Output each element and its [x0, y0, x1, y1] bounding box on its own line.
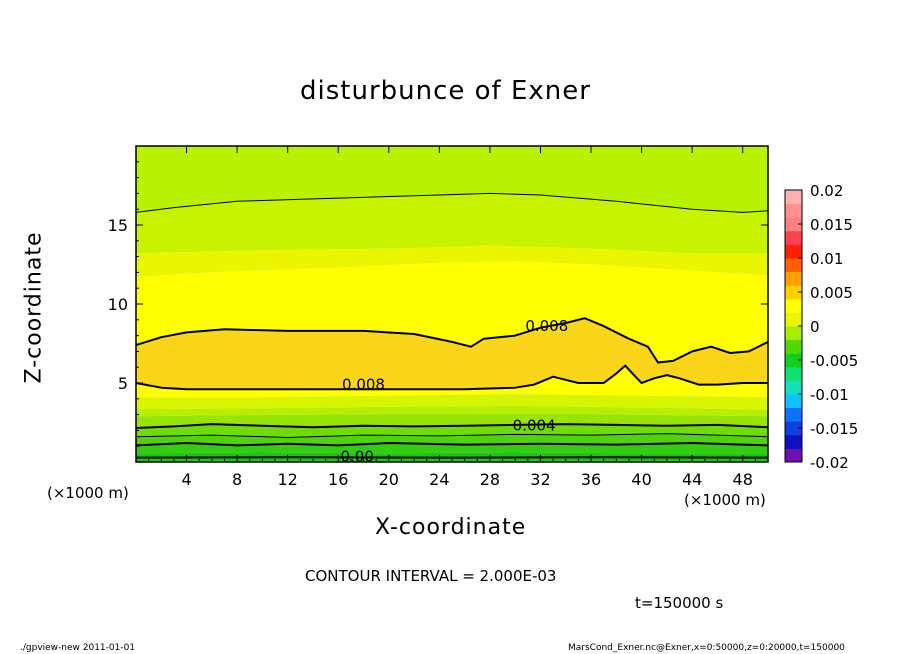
- contour-fills: [136, 146, 768, 462]
- colorbar-cell: [785, 407, 802, 422]
- time-label: t=150000 s: [635, 594, 724, 612]
- contour-label: 0.004: [513, 417, 556, 435]
- x-tick-label: 36: [581, 470, 601, 489]
- x-tick-label: 16: [328, 470, 348, 489]
- contour-interval-text: CONTOUR INTERVAL = 2.000E-03: [305, 567, 557, 585]
- colorbar-label: 0.015: [810, 216, 853, 234]
- x-ticks: 4 8 12 16 20 24 28 32 36 40 44 48: [148, 146, 756, 489]
- x-tick-label: 28: [480, 470, 500, 489]
- contour-line-line002: [135, 442, 769, 447]
- contour-label: 0.008: [342, 376, 385, 394]
- x-unit-label-right: (×1000 m): [684, 491, 766, 509]
- contour-line-top008: [135, 317, 769, 364]
- contour-line-a003: [135, 433, 769, 438]
- band-0.005-low: [136, 405, 768, 417]
- x-tick-label: 44: [682, 470, 702, 489]
- footer-right: MarsCond_Exner.nc@Exner,x=0:50000,z=0:20…: [568, 643, 845, 653]
- colorbar-label: 0: [810, 318, 820, 336]
- colorbar-label: -0.015: [810, 420, 858, 438]
- contour-line-line004: [135, 423, 769, 429]
- x-tick-label: 40: [631, 470, 651, 489]
- footer-left: ./gpview-new 2011-01-01: [20, 643, 136, 653]
- x-tick-label: 4: [181, 470, 191, 489]
- x-tick-label: 24: [429, 470, 449, 489]
- band-0.001-low: [136, 443, 768, 454]
- colorbar-cell: [785, 326, 802, 341]
- colorbar-cell: [785, 217, 802, 232]
- x-tick-label: 12: [278, 470, 298, 489]
- colorbar-cell: [785, 298, 802, 313]
- band-0.007: [136, 261, 768, 363]
- colorbar-cell: [785, 285, 802, 300]
- colorbar-label: -0.02: [810, 454, 849, 472]
- colorbar-label: 0.01: [810, 250, 843, 268]
- contour-label: 0.008: [525, 317, 568, 335]
- y-tick-label: 15: [108, 216, 128, 235]
- colorbar: 0.02 0.015 0.01 0.005 0 -0.005 -0.01 -0.015 -0.0…: [784, 182, 858, 472]
- colorbar-cell: [785, 353, 802, 368]
- x-tick-label: 32: [530, 470, 550, 489]
- colorbar-cell: [785, 244, 802, 259]
- colorbar-cell: [785, 448, 802, 463]
- colorbar-cell: [785, 366, 802, 381]
- x-axis-label: X-coordinate: [375, 515, 527, 540]
- colorbar-label: -0.005: [810, 352, 858, 370]
- colorbar-label: 0.02: [810, 182, 843, 200]
- band-0.0055: [136, 193, 768, 254]
- band-0.008: [136, 318, 768, 390]
- chart-title: disturbunce of Exner: [300, 76, 591, 106]
- colorbar-label: -0.01: [810, 386, 849, 404]
- x-tick-label: 48: [733, 470, 753, 489]
- x-tick-label: 20: [379, 470, 399, 489]
- x-unit-label-left: (×1000 m): [47, 484, 129, 502]
- contour-lines: [135, 192, 769, 459]
- band-0.002-low: [136, 433, 768, 446]
- colorbar-cell: [785, 380, 802, 395]
- colorbar-cell: [785, 339, 802, 354]
- y-tick-label: 5: [118, 374, 128, 393]
- colorbar-cell: [785, 434, 802, 449]
- colorbar-cell: [785, 394, 802, 409]
- band-0.006-low: [136, 394, 768, 410]
- contour-line-upper: [135, 192, 769, 213]
- colorbar-cell: [785, 421, 802, 436]
- colorbar-cell: [785, 312, 802, 327]
- y-ticks: 5 10 15: [108, 161, 768, 447]
- band-top: [136, 146, 768, 213]
- contour-labels: 0.008 0.008 0.004 0.00: [340, 317, 568, 465]
- colorbar-cell: [785, 230, 802, 245]
- y-axis-label: Z-coordinate: [21, 231, 47, 384]
- colorbar-cell: [785, 258, 802, 273]
- colorbar-cell: [785, 203, 802, 218]
- y-tick-label: 10: [108, 295, 128, 314]
- band-0.006: [136, 245, 768, 278]
- x-tick-label: 8: [232, 470, 242, 489]
- colorbar-label: 0.005: [810, 284, 853, 302]
- contour-line-bot008: [135, 364, 768, 391]
- colorbar-cell: [785, 190, 802, 205]
- contour-label: 0.00: [340, 447, 373, 465]
- colorbar-cell: [785, 271, 802, 286]
